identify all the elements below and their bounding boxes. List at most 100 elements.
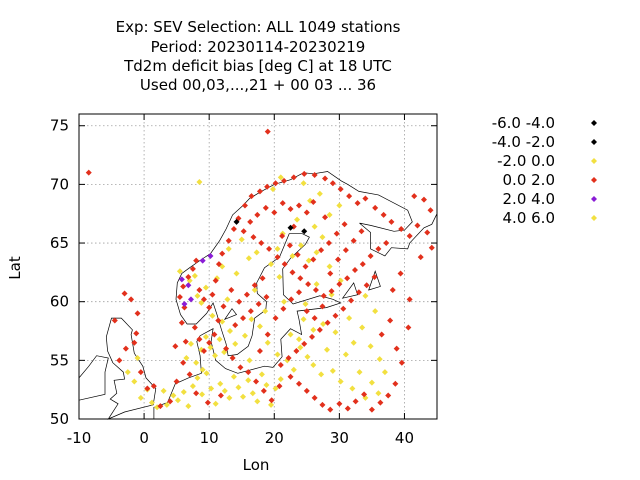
legend-label: 0.0 2.0 xyxy=(503,171,555,189)
data-point xyxy=(262,308,269,315)
data-point xyxy=(182,338,189,345)
data-point xyxy=(322,175,329,182)
data-point xyxy=(170,392,177,399)
data-point xyxy=(371,274,378,281)
data-point xyxy=(150,383,157,390)
data-point xyxy=(301,228,308,235)
lake-outline xyxy=(368,270,381,291)
data-point xyxy=(178,319,185,326)
plot-frame xyxy=(78,113,438,420)
data-point xyxy=(274,245,281,252)
data-point xyxy=(246,357,253,364)
data-point xyxy=(383,240,390,247)
data-point xyxy=(251,282,258,289)
legend-label: 2.0 4.0 xyxy=(503,190,555,208)
data-point xyxy=(311,223,318,230)
data-point xyxy=(212,400,219,407)
data-point xyxy=(385,392,392,399)
data-point xyxy=(310,326,317,333)
data-point xyxy=(187,340,194,347)
data-point xyxy=(318,371,325,378)
data-point xyxy=(303,308,310,315)
data-point xyxy=(249,390,256,397)
coastline xyxy=(153,171,438,420)
data-point xyxy=(131,339,138,346)
data-point xyxy=(228,286,235,293)
data-point xyxy=(335,256,342,263)
data-point xyxy=(279,233,286,239)
data-point xyxy=(362,195,369,202)
data-point xyxy=(300,316,307,323)
data-point xyxy=(296,336,303,343)
data-point xyxy=(310,256,317,263)
data-point xyxy=(351,267,358,274)
data-point xyxy=(256,323,263,330)
legend: -6.0 -4.0-4.0 -2.0-2.0 0.00.0 2.02.0 4.0… xyxy=(492,114,597,227)
data-point xyxy=(293,347,300,354)
data-point xyxy=(358,228,365,235)
data-point xyxy=(207,252,214,259)
data-point xyxy=(305,281,312,288)
data-point xyxy=(185,282,192,289)
data-point xyxy=(219,250,226,257)
data-point xyxy=(271,209,278,216)
data-point xyxy=(255,301,262,308)
data-point xyxy=(285,355,292,361)
data-point xyxy=(263,294,270,300)
data-point xyxy=(378,331,385,338)
data-point xyxy=(322,214,329,221)
data-point xyxy=(375,245,382,252)
data-point xyxy=(173,378,180,385)
y-tick-label: 75 xyxy=(50,117,69,135)
legend-marker xyxy=(591,139,597,145)
data-point xyxy=(217,380,224,387)
data-point xyxy=(264,183,271,190)
data-point xyxy=(319,303,326,310)
data-point xyxy=(203,370,210,377)
data-point xyxy=(236,298,243,305)
data-point xyxy=(325,240,332,247)
data-point xyxy=(417,254,424,261)
data-point xyxy=(333,230,340,237)
data-point xyxy=(256,347,263,354)
data-point xyxy=(288,296,295,303)
data-point xyxy=(296,202,303,209)
data-point xyxy=(294,251,301,258)
data-point xyxy=(226,394,233,401)
data-point xyxy=(272,180,279,187)
data-point xyxy=(388,218,395,225)
data-point xyxy=(428,244,435,251)
data-point xyxy=(276,383,283,390)
data-point xyxy=(217,392,224,399)
data-point xyxy=(189,265,196,272)
data-point xyxy=(193,257,200,264)
data-point xyxy=(305,257,312,264)
data-point xyxy=(137,394,144,401)
data-point xyxy=(287,206,294,213)
data-point xyxy=(297,275,304,282)
data-point xyxy=(196,336,203,343)
data-point xyxy=(350,237,357,244)
title-line-1: Exp: SEV Selection: ALL 1049 stations xyxy=(116,18,401,36)
data-point xyxy=(352,398,359,405)
data-point xyxy=(361,391,368,398)
data-point xyxy=(300,180,307,187)
data-point xyxy=(206,339,213,346)
data-point xyxy=(309,333,316,340)
data-point xyxy=(235,384,242,391)
data-point xyxy=(134,355,141,361)
data-point xyxy=(211,331,218,338)
data-point xyxy=(215,317,222,324)
data-point xyxy=(277,362,284,369)
data-point xyxy=(302,301,309,308)
data-point xyxy=(393,345,400,352)
data-point xyxy=(286,242,293,249)
data-point xyxy=(279,200,286,207)
data-point xyxy=(349,385,356,392)
data-point xyxy=(183,355,190,361)
data-point xyxy=(247,218,254,225)
data-point xyxy=(191,272,198,279)
data-point xyxy=(178,276,185,283)
data-point xyxy=(248,316,255,323)
data-point xyxy=(311,315,318,322)
